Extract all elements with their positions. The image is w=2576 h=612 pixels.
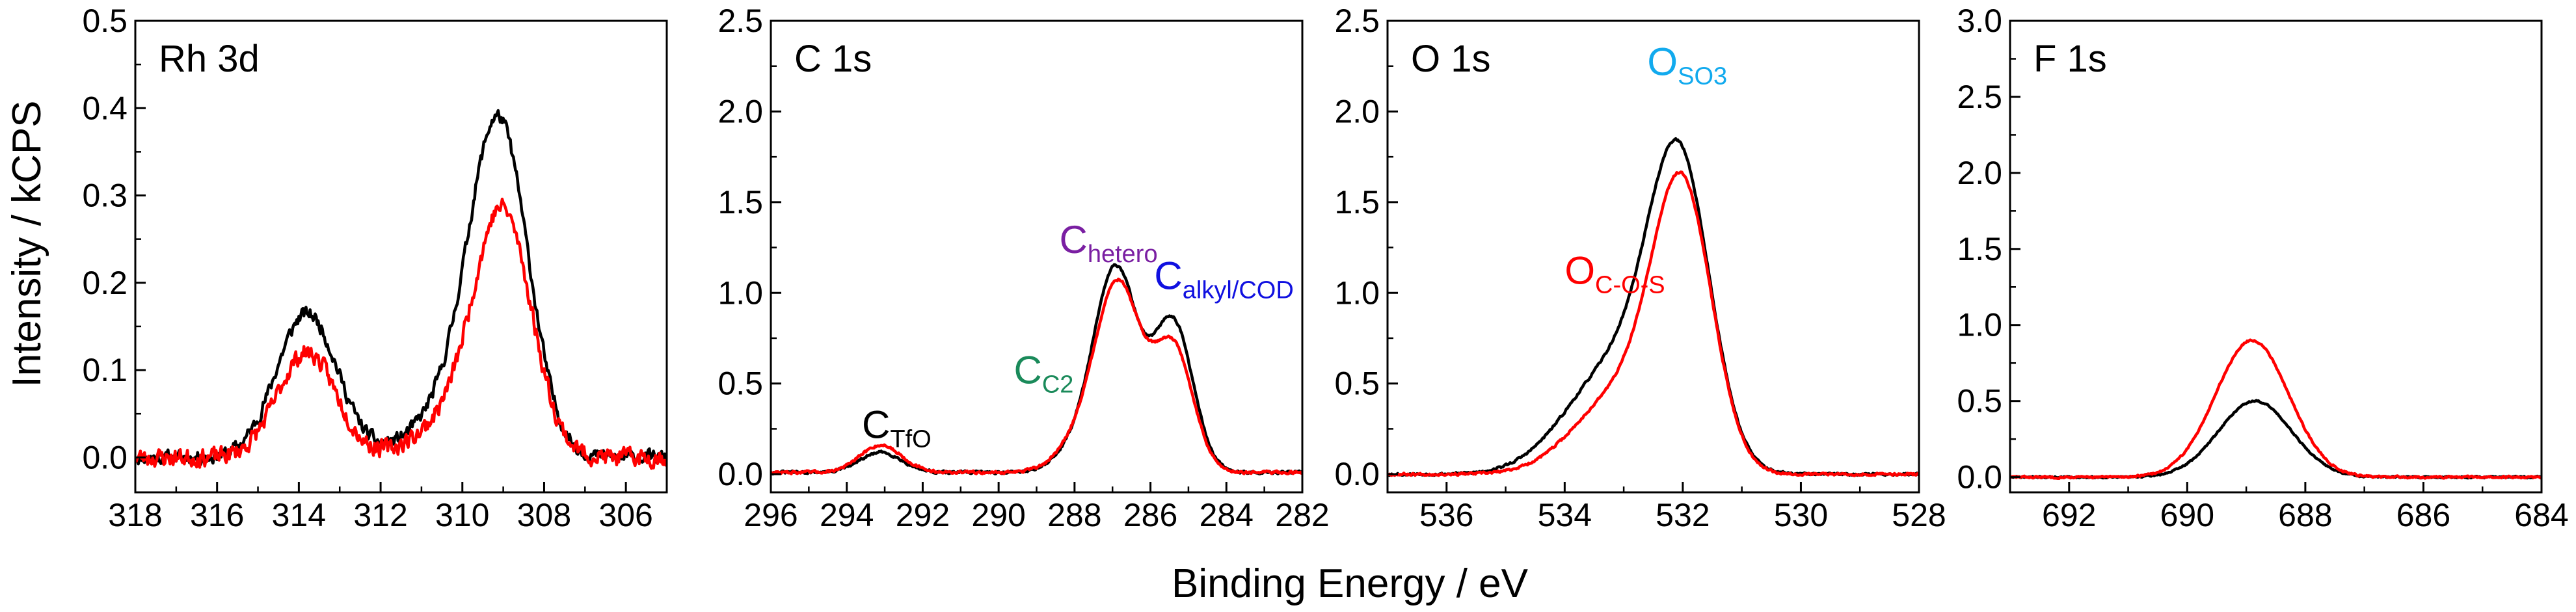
panel-title: C 1s [794,38,872,80]
panel-2: 296 294 292 290 288 286 284 282 0.0 0.5 1.0 1.5 2.0 2… [718,3,1329,533]
series-red-line [771,277,1302,475]
peak-annotation-subscript: alkyl/COD [1183,277,1294,304]
x-tick-label: 312 [353,497,407,533]
x-tick-label: 296 [744,497,798,533]
y-tick-label: 0.1 [82,352,127,388]
y-tick-label: 0.5 [1957,383,2002,419]
y-tick-label: 2.0 [718,93,763,129]
x-tick-label: 282 [1275,497,1329,533]
y-tick-label: 0.5 [718,366,763,402]
y-tick-label: 1.5 [718,184,763,220]
peak-annotation-main: C [862,403,890,446]
x-tick-label: 686 [2396,497,2450,533]
panel-frame [2009,20,2543,494]
y-tick-label: 0.0 [82,439,127,475]
x-tick-label: 684 [2514,497,2568,533]
y-tick-label: 3.0 [1957,3,2002,39]
x-tick-label: 290 [971,497,1025,533]
peak-annotation-main: O [1564,248,1595,292]
x-tick-label: 692 [2042,497,2096,533]
peak-annotation: CC2 [1013,349,1073,399]
x-tick-label: 294 [820,497,874,533]
peak-annotation-subscript: C-O-S [1595,271,1665,299]
y-tick-label: 2.5 [718,3,763,39]
series-red-line [135,197,667,470]
peak-annotation: OC-O-S [1564,248,1665,299]
peak-annotation-main: C [1154,254,1182,298]
x-axis-label: Binding Energy / eV [1172,561,1529,606]
peak-annotation-main: C [1060,218,1088,261]
x-tick-label: 530 [1774,497,1828,533]
x-tick-label: 314 [272,497,326,533]
x-tick-label: 316 [190,497,244,533]
peak-annotation: Calkyl/COD [1154,254,1293,304]
y-axis-label: Intensity / kCPS [5,100,49,387]
x-tick-label: 310 [435,497,489,533]
x-tick-label: 292 [896,497,950,533]
y-tick-label: 0.0 [1957,459,2002,496]
y-tick-label: 2.5 [1957,79,2002,115]
peak-annotation-subscript: hetero [1088,241,1158,268]
y-tick-label: 1.0 [718,274,763,311]
y-tick-label: 1.0 [1957,307,2002,343]
x-tick-label: 318 [108,497,162,533]
y-tick-label: 0.3 [82,178,127,214]
x-tick-label: 688 [2278,497,2332,533]
peak-annotation-subscript: C2 [1042,371,1074,399]
y-tick-label: 1.5 [1957,231,2002,267]
x-tick-label: 534 [1538,497,1592,533]
y-tick-label: 0.5 [1334,366,1380,402]
panel-title: Rh 3d [159,38,260,80]
series-black-line [135,109,667,466]
x-tick-label: 532 [1656,497,1710,533]
peak-annotation-main: C [1013,349,1041,392]
y-tick-label: 1.5 [1334,184,1380,220]
peak-annotation: CTfO [862,403,932,453]
x-tick-label: 308 [517,497,571,533]
y-tick-label: 2.0 [1957,155,2002,191]
y-tick-label: 0.0 [1334,456,1380,492]
x-tick-label: 690 [2160,497,2214,533]
series-black-line [1388,137,1919,477]
panel-1: 318 316 314 312 310 308 306 0.0 0.1 0.2 0.3 0.4 0.5 R… [82,3,668,533]
peak-annotation-subscript: SO3 [1678,63,1727,90]
panel-4: 692 690 688 686 684 0.0 0.5 1.0 1.5 2.0 2.5 3.0 F 1s [1957,3,2568,533]
x-tick-label: 306 [598,497,652,533]
peak-annotation-main: O [1647,40,1678,84]
y-tick-label: 1.0 [1334,274,1380,311]
panel-frame [1386,20,1920,494]
panels-group: 318 316 314 312 310 308 306 0.0 0.1 0.2 0.3 0.4 0.5 R… [82,3,2568,533]
x-tick-label: 288 [1047,497,1101,533]
y-tick-label: 0.2 [82,265,127,301]
panel-title: O 1s [1411,38,1491,80]
x-tick-label: 528 [1892,497,1946,533]
x-tick-label: 286 [1123,497,1177,533]
peak-annotation: OSO3 [1647,40,1727,90]
y-tick-label: 0.4 [82,90,127,126]
y-tick-label: 0.5 [82,3,127,39]
panel-frame [134,20,668,494]
x-tick-label: 536 [1419,497,1473,533]
peak-annotation: Chetero [1060,218,1158,268]
y-tick-label: 0.0 [718,456,763,492]
series-red-line [1388,170,1919,477]
y-tick-label: 2.5 [1334,3,1380,39]
series-black-line [2010,399,2542,480]
panel-title: F 1s [2033,38,2107,80]
x-tick-label: 284 [1200,497,1254,533]
panel-frame [770,20,1304,494]
y-tick-label: 2.0 [1334,93,1380,129]
peak-annotation-subscript: TfO [890,425,931,453]
series-red-line [2010,338,2542,481]
